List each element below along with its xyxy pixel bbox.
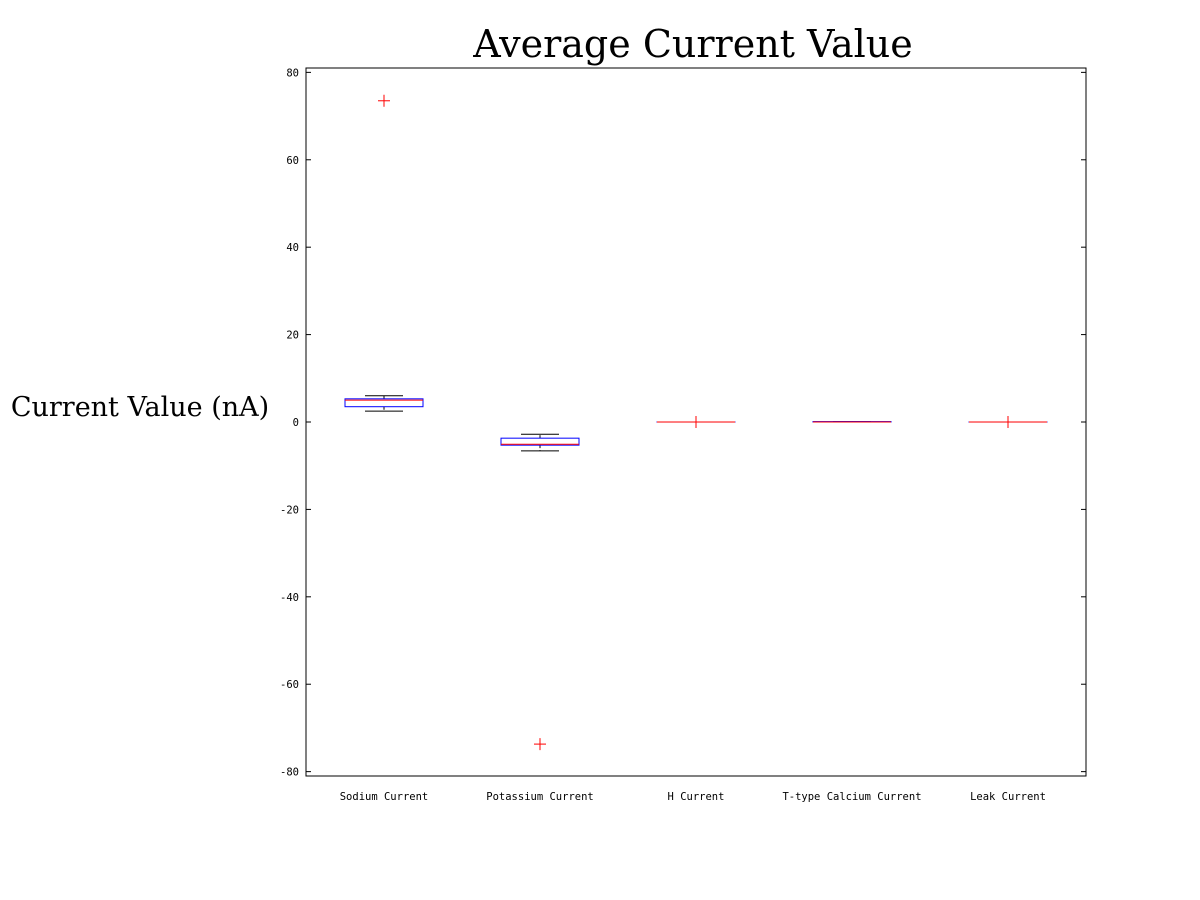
x-category-label: Sodium Current xyxy=(340,791,429,803)
x-category-label: Potassium Current xyxy=(486,791,593,803)
x-category-label: Leak Current xyxy=(970,791,1046,803)
x-category-label: H Current xyxy=(668,791,725,803)
y-tick-label: 80 xyxy=(286,67,299,79)
outlier-marker xyxy=(378,94,390,107)
chart-title: Average Current Value xyxy=(472,22,913,66)
outlier-marker xyxy=(690,416,702,428)
box-potassium-current xyxy=(500,433,580,751)
x-axis-category-labels: Sodium Current Potassium Current H Current… xyxy=(340,791,1046,803)
y-tick-label: 0 xyxy=(293,417,299,429)
y-tick-label: -40 xyxy=(280,592,299,604)
y-tick-label: 20 xyxy=(286,330,299,342)
y-tick-label: -20 xyxy=(280,504,299,516)
box-plot-series xyxy=(344,94,1048,751)
y-tick-label: 60 xyxy=(286,155,299,167)
y-tick-label: -80 xyxy=(280,767,299,779)
y-tick-label: -60 xyxy=(280,679,299,691)
x-category-label: T-type Calcium Current xyxy=(782,791,921,803)
y-tick-label: 40 xyxy=(286,242,299,254)
y-axis-ticks: 80 60 40 20 0 -20 -40 -60 -80 xyxy=(280,67,1086,779)
box-iqr xyxy=(344,398,424,408)
outlier-marker xyxy=(1002,416,1014,428)
box-h-current xyxy=(656,416,736,428)
box-iqr xyxy=(500,437,580,446)
box-sodium-current xyxy=(344,94,424,412)
y-axis-label: Current Value (nA) xyxy=(11,392,269,423)
box-leak-current xyxy=(968,416,1048,428)
outlier-marker xyxy=(534,738,546,751)
